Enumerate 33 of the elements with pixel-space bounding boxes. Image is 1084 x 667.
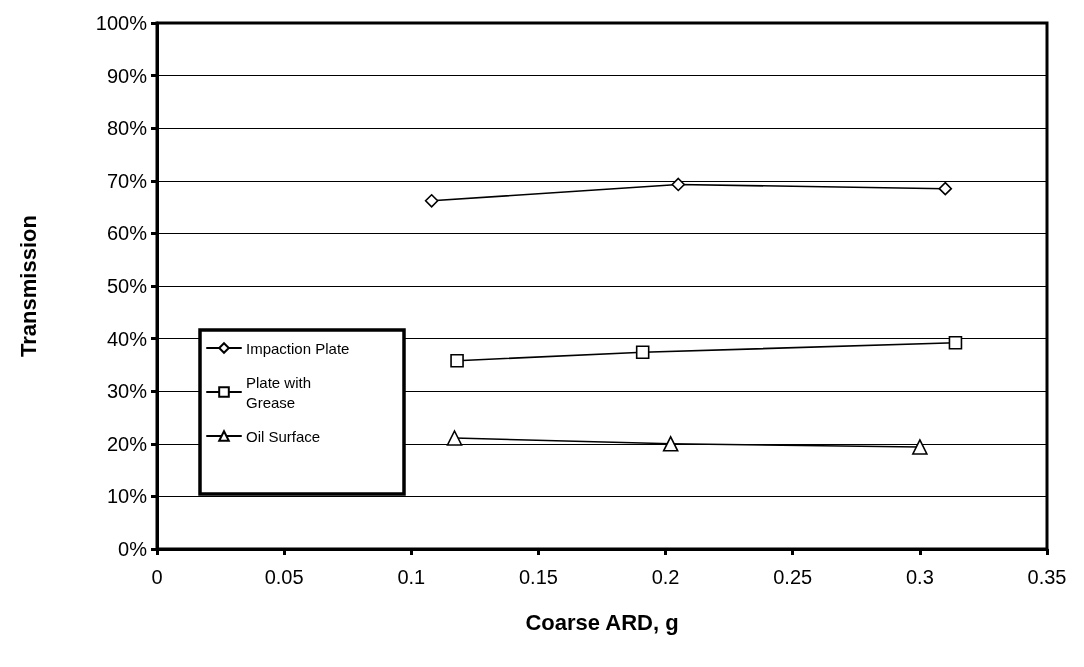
point [424,193,439,208]
point [450,353,464,368]
x-tick-label: 0.05 [264,566,304,588]
point [938,181,953,196]
x-tick-label: 0.2 [651,566,680,588]
legend-label: Impaction Plate [246,339,350,357]
point [446,430,463,446]
point [671,177,686,192]
legend-label: Oil Surface [246,427,321,445]
point [635,345,650,360]
x-axis-title: Coarse ARD, g [525,609,679,635]
x-tick-label: 0.1 [397,566,426,588]
x-tick-label: 0 [151,566,163,588]
legend-label: Plate with Grease [246,373,316,411]
y-tick-label: 20% [106,432,148,455]
y-tick-label: 60% [106,222,148,245]
y-tick-label: 0% [118,538,148,560]
x-tick-label: 0.35 [1027,566,1067,588]
x-tick-label: 0.25 [773,566,813,588]
x-tick-label: 0.15 [518,566,558,588]
y-tick-label: 40% [106,327,148,350]
y-tick-label: 70% [106,169,148,192]
point [662,436,679,452]
x-tick-label: 0.3 [905,566,934,588]
y-tick-label: 30% [106,380,148,403]
point [948,336,963,350]
point [912,439,928,455]
y-tick-label: 80% [106,117,148,140]
y-tick-label: 100% [95,12,148,34]
y-tick-label: 50% [106,275,148,297]
y-tick-label: 10% [106,485,148,508]
y-tick-label: 90% [106,64,148,87]
y-axis-title: Transmission [15,215,41,357]
